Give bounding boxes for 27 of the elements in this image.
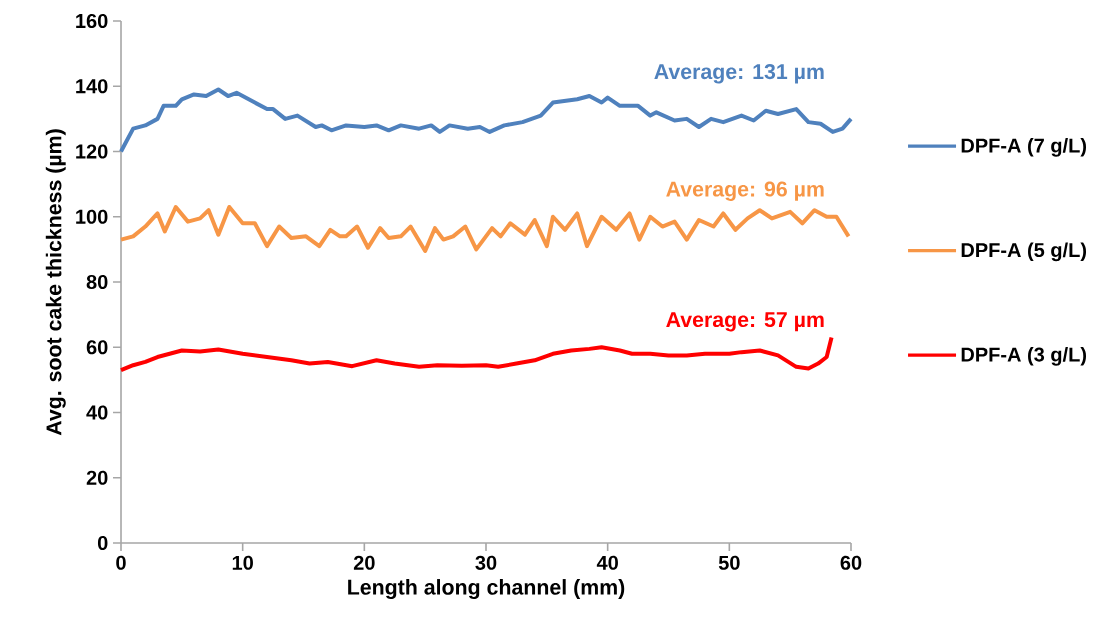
y-tick-label: 0 xyxy=(97,535,108,551)
x-tick-label: 60 xyxy=(840,555,862,570)
y-tick-label: 140 xyxy=(76,79,108,94)
y-tick-label: 80 xyxy=(86,274,108,290)
x-tick-label: 50 xyxy=(718,555,740,570)
x-tick-label: 10 xyxy=(232,555,253,570)
x-tick-label: 20 xyxy=(353,555,375,570)
y-tick-label: 40 xyxy=(86,405,108,420)
x-tick-label: 40 xyxy=(596,555,618,570)
annotation: Average: 131 µm xyxy=(654,64,824,84)
legend-label: DPF-A (5 g/L) xyxy=(961,242,1087,262)
x-tick-label: 30 xyxy=(475,555,497,570)
x-axis-title: Length along channel (mm) xyxy=(348,579,625,600)
line-series xyxy=(119,204,851,253)
line-series xyxy=(119,335,834,373)
annotation: Average: 96 µm xyxy=(666,181,824,201)
legend-label: DPF-A (3 g/L) xyxy=(961,346,1087,366)
y-tick-label: 120 xyxy=(76,144,108,159)
y-tick-label: 160 xyxy=(76,13,108,29)
y-tick-label: 20 xyxy=(86,470,108,485)
legend-label: DPF-A (7 g/L) xyxy=(961,137,1087,157)
y-tick-label: 100 xyxy=(76,209,108,224)
y-tick-label: 60 xyxy=(86,340,108,355)
annotation: Average: 57 µm xyxy=(666,312,824,332)
line-series xyxy=(119,87,853,154)
x-tick-label: 0 xyxy=(116,555,126,570)
y-axis-title: Avg. soot cake thickness (µm) xyxy=(45,129,66,436)
